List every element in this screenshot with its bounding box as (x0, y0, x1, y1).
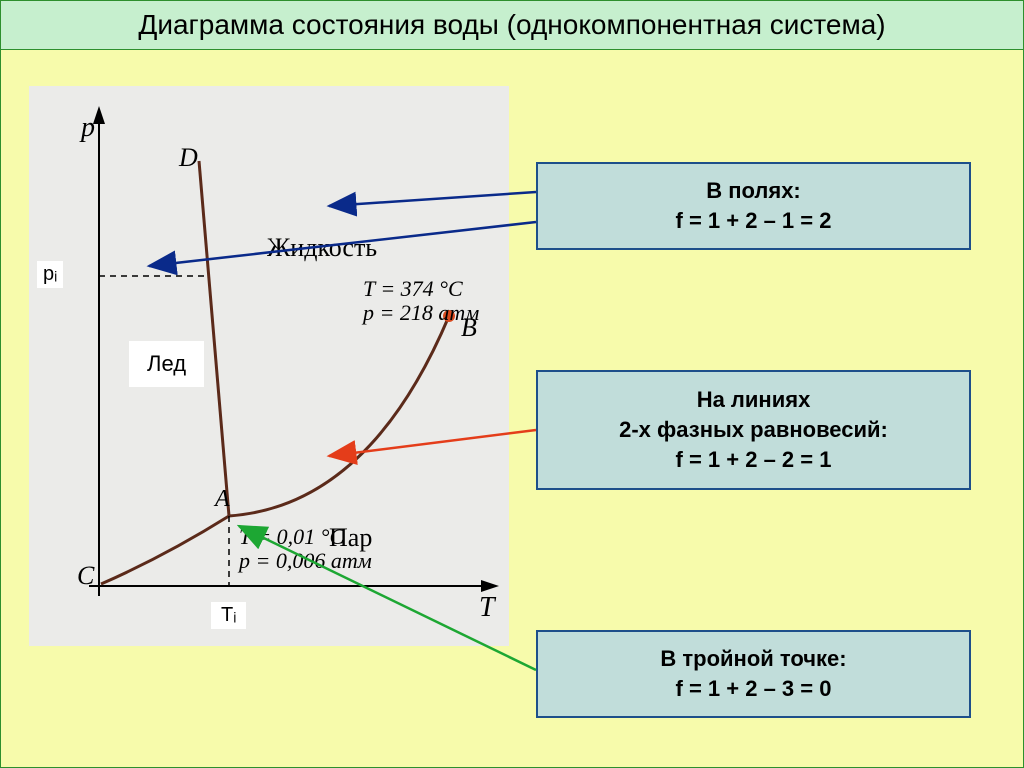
label-ice: Лед (129, 341, 204, 387)
body-area: p T D C A B Жидкость Пар T = 0,01 °C p =… (0, 50, 1024, 768)
label-ti: Tᵢ (211, 602, 246, 629)
callout-lines-l3: f = 1 + 2 – 2 = 1 (619, 445, 888, 475)
svg-text:p = 218 атм: p = 218 атм (361, 300, 479, 325)
title-bar: Диаграмма состояния воды (однокомпонентн… (0, 0, 1024, 50)
title-text: Диаграмма состояния воды (однокомпонентн… (138, 9, 885, 41)
svg-text:Жидкость: Жидкость (267, 233, 377, 262)
callout-triple-l2: f = 1 + 2 – 3 = 0 (660, 674, 846, 704)
label-pi: pᵢ (37, 261, 63, 288)
svg-text:T = 0,01 °C: T = 0,01 °C (239, 524, 344, 549)
svg-text:T: T (479, 592, 497, 623)
callout-fields: В полях: f = 1 + 2 – 1 = 2 (536, 162, 971, 250)
callout-lines-l2: 2-х фазных равновесий: (619, 415, 888, 445)
callout-lines-l1: На линиях (619, 385, 888, 415)
callout-fields-l2: f = 1 + 2 – 1 = 2 (676, 206, 832, 236)
slide: Диаграмма состояния воды (однокомпонентн… (0, 0, 1024, 768)
callout-triple-l1: В тройной точке: (660, 644, 846, 674)
svg-text:T = 374 °C: T = 374 °C (363, 276, 463, 301)
svg-text:A: A (213, 486, 230, 512)
svg-text:C: C (77, 561, 95, 590)
callout-fields-l1: В полях: (676, 176, 832, 206)
svg-text:D: D (178, 143, 198, 172)
phase-diagram: p T D C A B Жидкость Пар T = 0,01 °C p =… (29, 86, 509, 646)
phase-diagram-svg: p T D C A B Жидкость Пар T = 0,01 °C p =… (29, 86, 509, 646)
svg-text:p = 0,006 атм: p = 0,006 атм (237, 548, 372, 573)
callout-triple: В тройной точке: f = 1 + 2 – 3 = 0 (536, 630, 971, 718)
callout-lines: На линиях 2-х фазных равновесий: f = 1 +… (536, 370, 971, 490)
svg-text:p: p (79, 112, 95, 143)
